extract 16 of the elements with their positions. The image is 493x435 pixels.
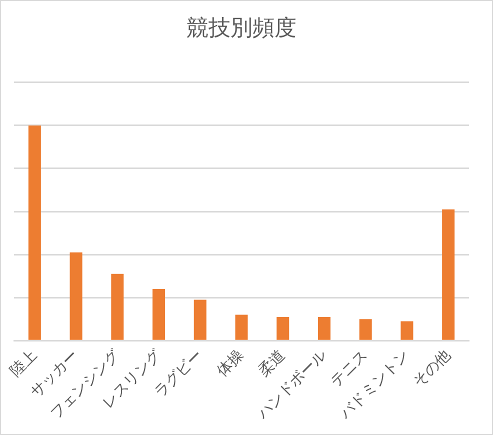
bar — [28, 125, 41, 340]
bar — [442, 209, 455, 340]
chart-title: 競技別頻度 — [186, 16, 296, 41]
bar — [400, 321, 414, 340]
bar — [318, 316, 330, 340]
bar — [235, 314, 248, 340]
bar — [70, 252, 82, 340]
x-tick-label: その他 — [409, 346, 454, 390]
x-tick-label: 体操 — [213, 346, 248, 380]
bar — [359, 319, 372, 340]
bar — [111, 274, 124, 340]
x-tick-label: 柔道 — [254, 346, 288, 380]
bar — [194, 300, 206, 340]
bar — [276, 316, 290, 340]
bar — [152, 288, 166, 340]
x-tick-label: 陸上 — [6, 346, 40, 380]
